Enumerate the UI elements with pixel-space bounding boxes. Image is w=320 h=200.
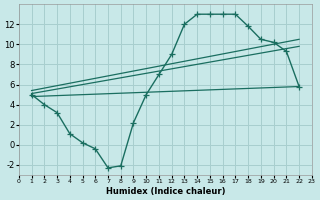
X-axis label: Humidex (Indice chaleur): Humidex (Indice chaleur) xyxy=(106,187,225,196)
